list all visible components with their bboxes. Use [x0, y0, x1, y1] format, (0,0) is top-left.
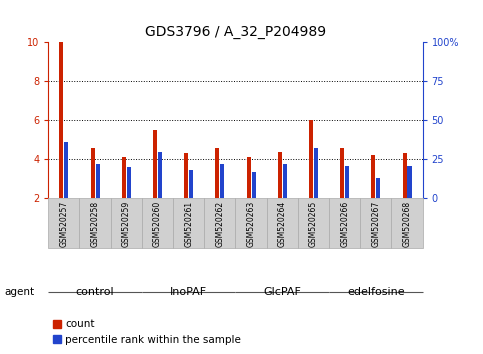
Text: GSM520261: GSM520261: [184, 201, 193, 247]
Text: GSM520266: GSM520266: [340, 201, 349, 247]
Bar: [142, 198, 173, 248]
Text: GSM520258: GSM520258: [91, 201, 99, 247]
Legend: count, percentile rank within the sample: count, percentile rank within the sample: [49, 315, 245, 349]
Text: GSM520259: GSM520259: [122, 201, 131, 247]
Bar: [391, 198, 423, 248]
Bar: [371, 155, 375, 198]
Text: edelfosine: edelfosine: [347, 287, 405, 297]
Bar: [91, 148, 95, 198]
Bar: [402, 154, 407, 198]
Bar: [298, 198, 329, 248]
Bar: [80, 198, 111, 248]
Bar: [278, 152, 282, 198]
Bar: [340, 148, 344, 198]
Bar: [173, 198, 204, 248]
Bar: [267, 198, 298, 248]
Title: GDS3796 / A_32_P204989: GDS3796 / A_32_P204989: [145, 25, 326, 39]
Text: GSM520257: GSM520257: [59, 201, 69, 247]
Bar: [111, 198, 142, 248]
Text: GSM520265: GSM520265: [309, 201, 318, 247]
Bar: [220, 164, 225, 198]
Text: GSM520260: GSM520260: [153, 201, 162, 247]
Bar: [204, 198, 236, 248]
Bar: [314, 148, 318, 198]
Text: GSM520264: GSM520264: [278, 201, 287, 247]
Text: control: control: [76, 287, 114, 297]
Text: InoPAF: InoPAF: [170, 287, 207, 297]
Text: GSM520267: GSM520267: [371, 201, 380, 247]
Bar: [360, 198, 391, 248]
Bar: [48, 198, 80, 248]
Bar: [252, 172, 256, 198]
Bar: [246, 157, 251, 198]
Bar: [59, 4, 63, 198]
Bar: [329, 198, 360, 248]
Bar: [158, 152, 162, 198]
Bar: [236, 198, 267, 248]
Text: GSM520262: GSM520262: [215, 201, 225, 247]
Bar: [283, 164, 287, 198]
Bar: [127, 167, 131, 198]
Text: GlcPAF: GlcPAF: [263, 287, 301, 297]
Bar: [345, 166, 349, 198]
Bar: [309, 120, 313, 198]
Bar: [184, 154, 188, 198]
Text: GSM520268: GSM520268: [402, 201, 412, 247]
Bar: [189, 170, 193, 198]
Bar: [215, 148, 219, 198]
Text: GSM520263: GSM520263: [246, 201, 256, 247]
Bar: [122, 157, 126, 198]
Bar: [153, 130, 157, 198]
Bar: [408, 166, 412, 198]
Text: agent: agent: [5, 287, 35, 297]
Bar: [96, 164, 99, 198]
Bar: [64, 142, 69, 198]
Bar: [376, 178, 380, 198]
